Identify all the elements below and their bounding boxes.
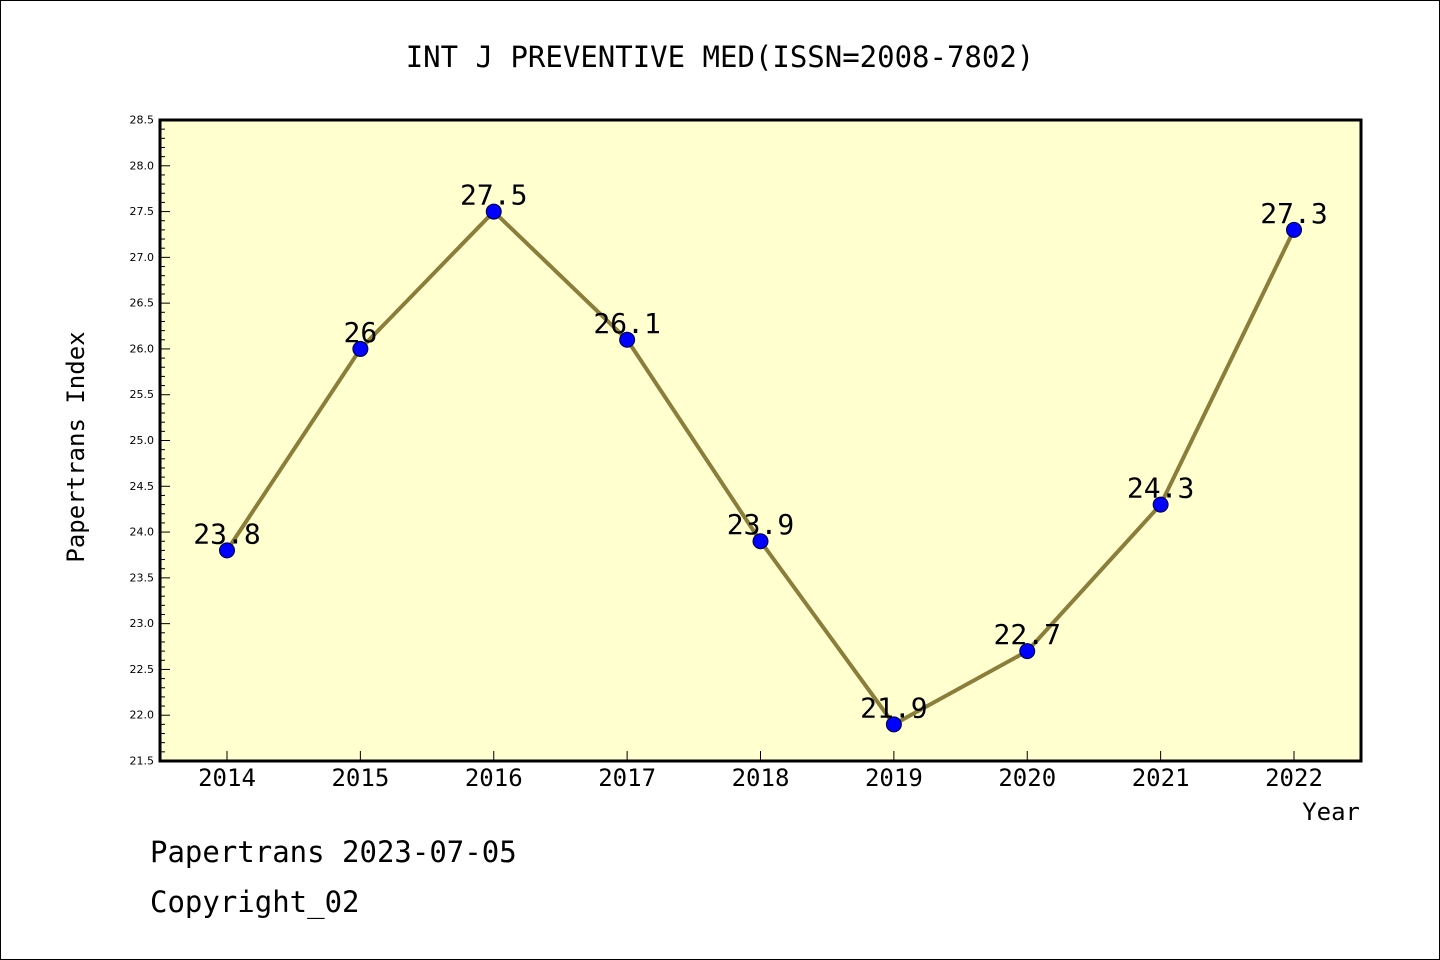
x-tick-label: 2019 [865, 764, 923, 792]
data-label: 27.5 [460, 179, 527, 212]
chart-title: INT J PREVENTIVE MED(ISSN=2008-7802) [406, 40, 1035, 74]
y-tick-label: 25.5 [130, 388, 155, 401]
y-tick-label: 27.0 [130, 251, 155, 264]
y-tick-label: 28.0 [130, 159, 155, 172]
data-label: 26 [344, 316, 378, 349]
data-label: 23.9 [727, 508, 794, 541]
y-tick-label: 26.0 [130, 342, 155, 355]
data-label: 24.3 [1127, 472, 1194, 505]
x-tick-label: 2020 [998, 764, 1056, 792]
plot-border [158, 118, 1363, 763]
y-tick-label: 26.5 [130, 297, 155, 310]
y-tick-label: 22.5 [130, 663, 155, 676]
x-tick-label: 2018 [732, 764, 790, 792]
y-axis-label: Papertrans Index [62, 331, 90, 562]
footer-date: Papertrans 2023-07-05 [150, 835, 517, 869]
y-tick-label: 23.5 [130, 571, 155, 584]
y-tick-label: 28.5 [130, 114, 155, 127]
y-tick-label: 25.0 [130, 434, 155, 447]
footer-copyright: Copyright_02 [150, 885, 360, 919]
x-tick-label: 2016 [465, 764, 523, 792]
y-tick-label: 21.5 [130, 755, 155, 768]
x-tick-label: 2022 [1265, 764, 1323, 792]
data-point [619, 331, 636, 348]
data-label: 21.9 [860, 691, 927, 724]
data-label: 23.8 [193, 517, 260, 550]
data-point [219, 542, 235, 559]
plot-area [160, 120, 1361, 761]
data-point [1152, 496, 1169, 513]
data-label: 26.1 [593, 307, 660, 340]
data-point [1286, 221, 1302, 238]
y-tick-label: 23.0 [130, 617, 155, 630]
data-point [1019, 643, 1036, 660]
x-tick-label: 2021 [1132, 764, 1190, 792]
data-point [752, 533, 769, 550]
data-label: 22.7 [994, 618, 1061, 651]
data-point [885, 716, 902, 733]
x-axis-ticks: 2014 2015 2016 2017 2018 2019 2020 2021 2022 [198, 751, 1323, 792]
data-point [352, 340, 369, 357]
x-tick-label: 2014 [198, 764, 256, 792]
y-tick-label: 22.0 [130, 709, 155, 722]
y-tick-label: 24.0 [130, 526, 155, 539]
x-tick-label: 2015 [331, 764, 389, 792]
data-label: 27.3 [1260, 197, 1327, 230]
y-tick-label: 27.5 [130, 205, 155, 218]
series-layer: 23.8 26 27.5 26.1 23.9 21.9 22.7 24.3 27.3 [193, 179, 1328, 733]
x-axis-label: Year [1302, 798, 1360, 826]
data-point [485, 203, 502, 220]
y-axis-ticks: 21.5 22.0 22.5 23.0 23.5 24.0 24.5 25.0 25.5 26.0… [130, 114, 170, 768]
x-tick-label: 2017 [598, 764, 656, 792]
y-tick-label: 24.5 [130, 480, 155, 493]
